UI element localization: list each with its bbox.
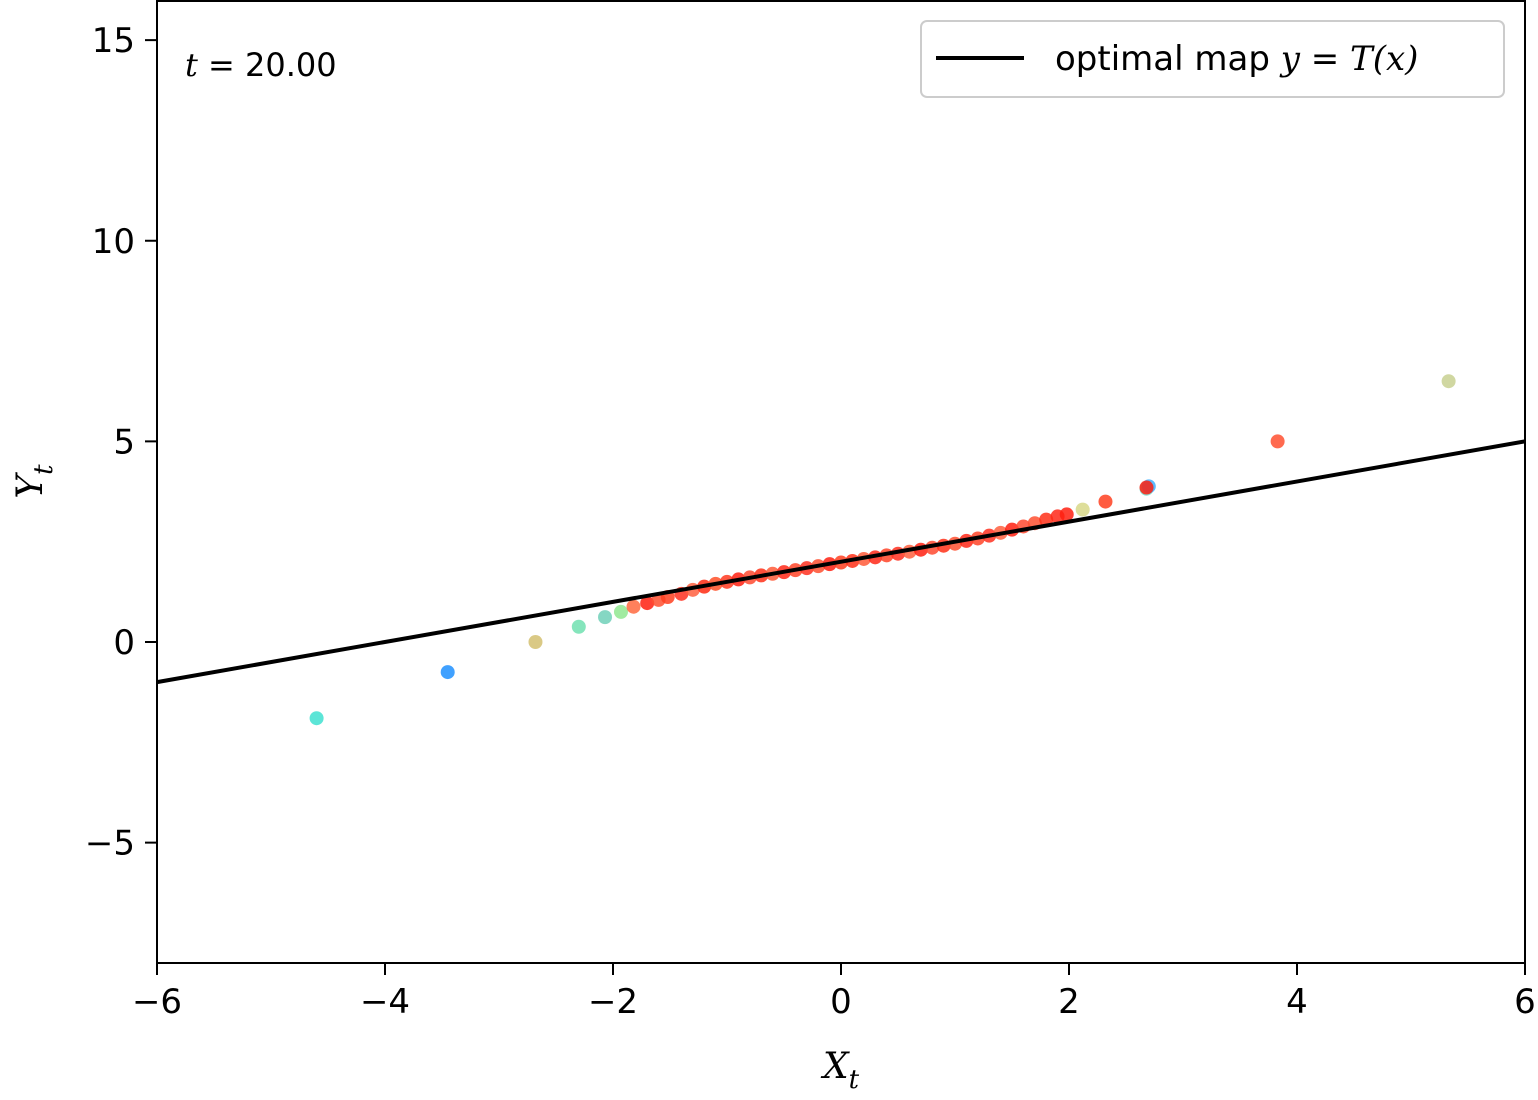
y-tick-label: 5 bbox=[113, 422, 135, 462]
scatter-point-2 bbox=[528, 635, 543, 649]
scatter-point-44 bbox=[1059, 507, 1074, 522]
optimal-map-line bbox=[156, 439, 1526, 685]
legend: optimal map y = T(x) bbox=[920, 20, 1505, 98]
y-tick-label: 10 bbox=[92, 222, 135, 262]
x-tick-label: 2 bbox=[1058, 982, 1080, 1022]
scatter-point-7 bbox=[640, 596, 655, 611]
x-axis-label: Xt bbox=[820, 1046, 860, 1095]
y-tick-label: 15 bbox=[92, 21, 135, 61]
y-tick-label: −5 bbox=[85, 824, 135, 864]
scatter-point-6 bbox=[626, 599, 641, 614]
scatter-point-49 bbox=[1139, 480, 1154, 495]
legend-box bbox=[920, 20, 1505, 98]
scatter-points bbox=[309, 374, 1456, 726]
x-tick-label: −2 bbox=[588, 982, 638, 1022]
x-tick-label: 4 bbox=[1286, 982, 1308, 1022]
scatter-point-5 bbox=[613, 604, 628, 619]
x-tick-label: −4 bbox=[360, 982, 410, 1022]
x-axis-ticks: −6 −4 −2 0 2 4 6 bbox=[132, 963, 1536, 1022]
y-tick-label: 0 bbox=[113, 623, 135, 663]
x-tick-label: 0 bbox=[830, 982, 852, 1022]
time-annotation: t = 20.00 bbox=[185, 46, 337, 84]
scatter-point-50 bbox=[1270, 434, 1285, 449]
y-axis-label: Yt bbox=[10, 464, 59, 499]
scatter-point-4 bbox=[598, 610, 613, 625]
plot-frame bbox=[156, 0, 1526, 964]
scatter-point-1 bbox=[440, 665, 455, 680]
x-tick-label: 6 bbox=[1514, 982, 1536, 1022]
scatter-point-3 bbox=[571, 619, 586, 634]
y-axis-ticks: −5 0 5 10 15 bbox=[85, 21, 157, 864]
scatter-point-46 bbox=[1098, 494, 1113, 509]
scatter-point-45 bbox=[1075, 502, 1090, 517]
x-tick-label: −6 bbox=[132, 982, 182, 1022]
scatter-point-51 bbox=[1441, 374, 1456, 389]
optimal-map-line-layer bbox=[156, 439, 1526, 685]
legend-label: optimal map y = T(x) bbox=[1055, 39, 1418, 79]
scatter-point-0 bbox=[309, 711, 324, 726]
